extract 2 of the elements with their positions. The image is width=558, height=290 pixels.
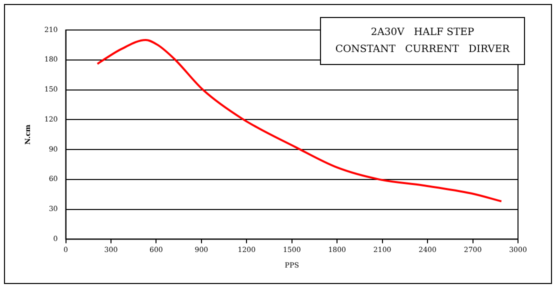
text: CONSTANT CURRENT DIRVER [334,43,511,57]
chart-title: 2A30V HALF STEP [370,26,476,40]
